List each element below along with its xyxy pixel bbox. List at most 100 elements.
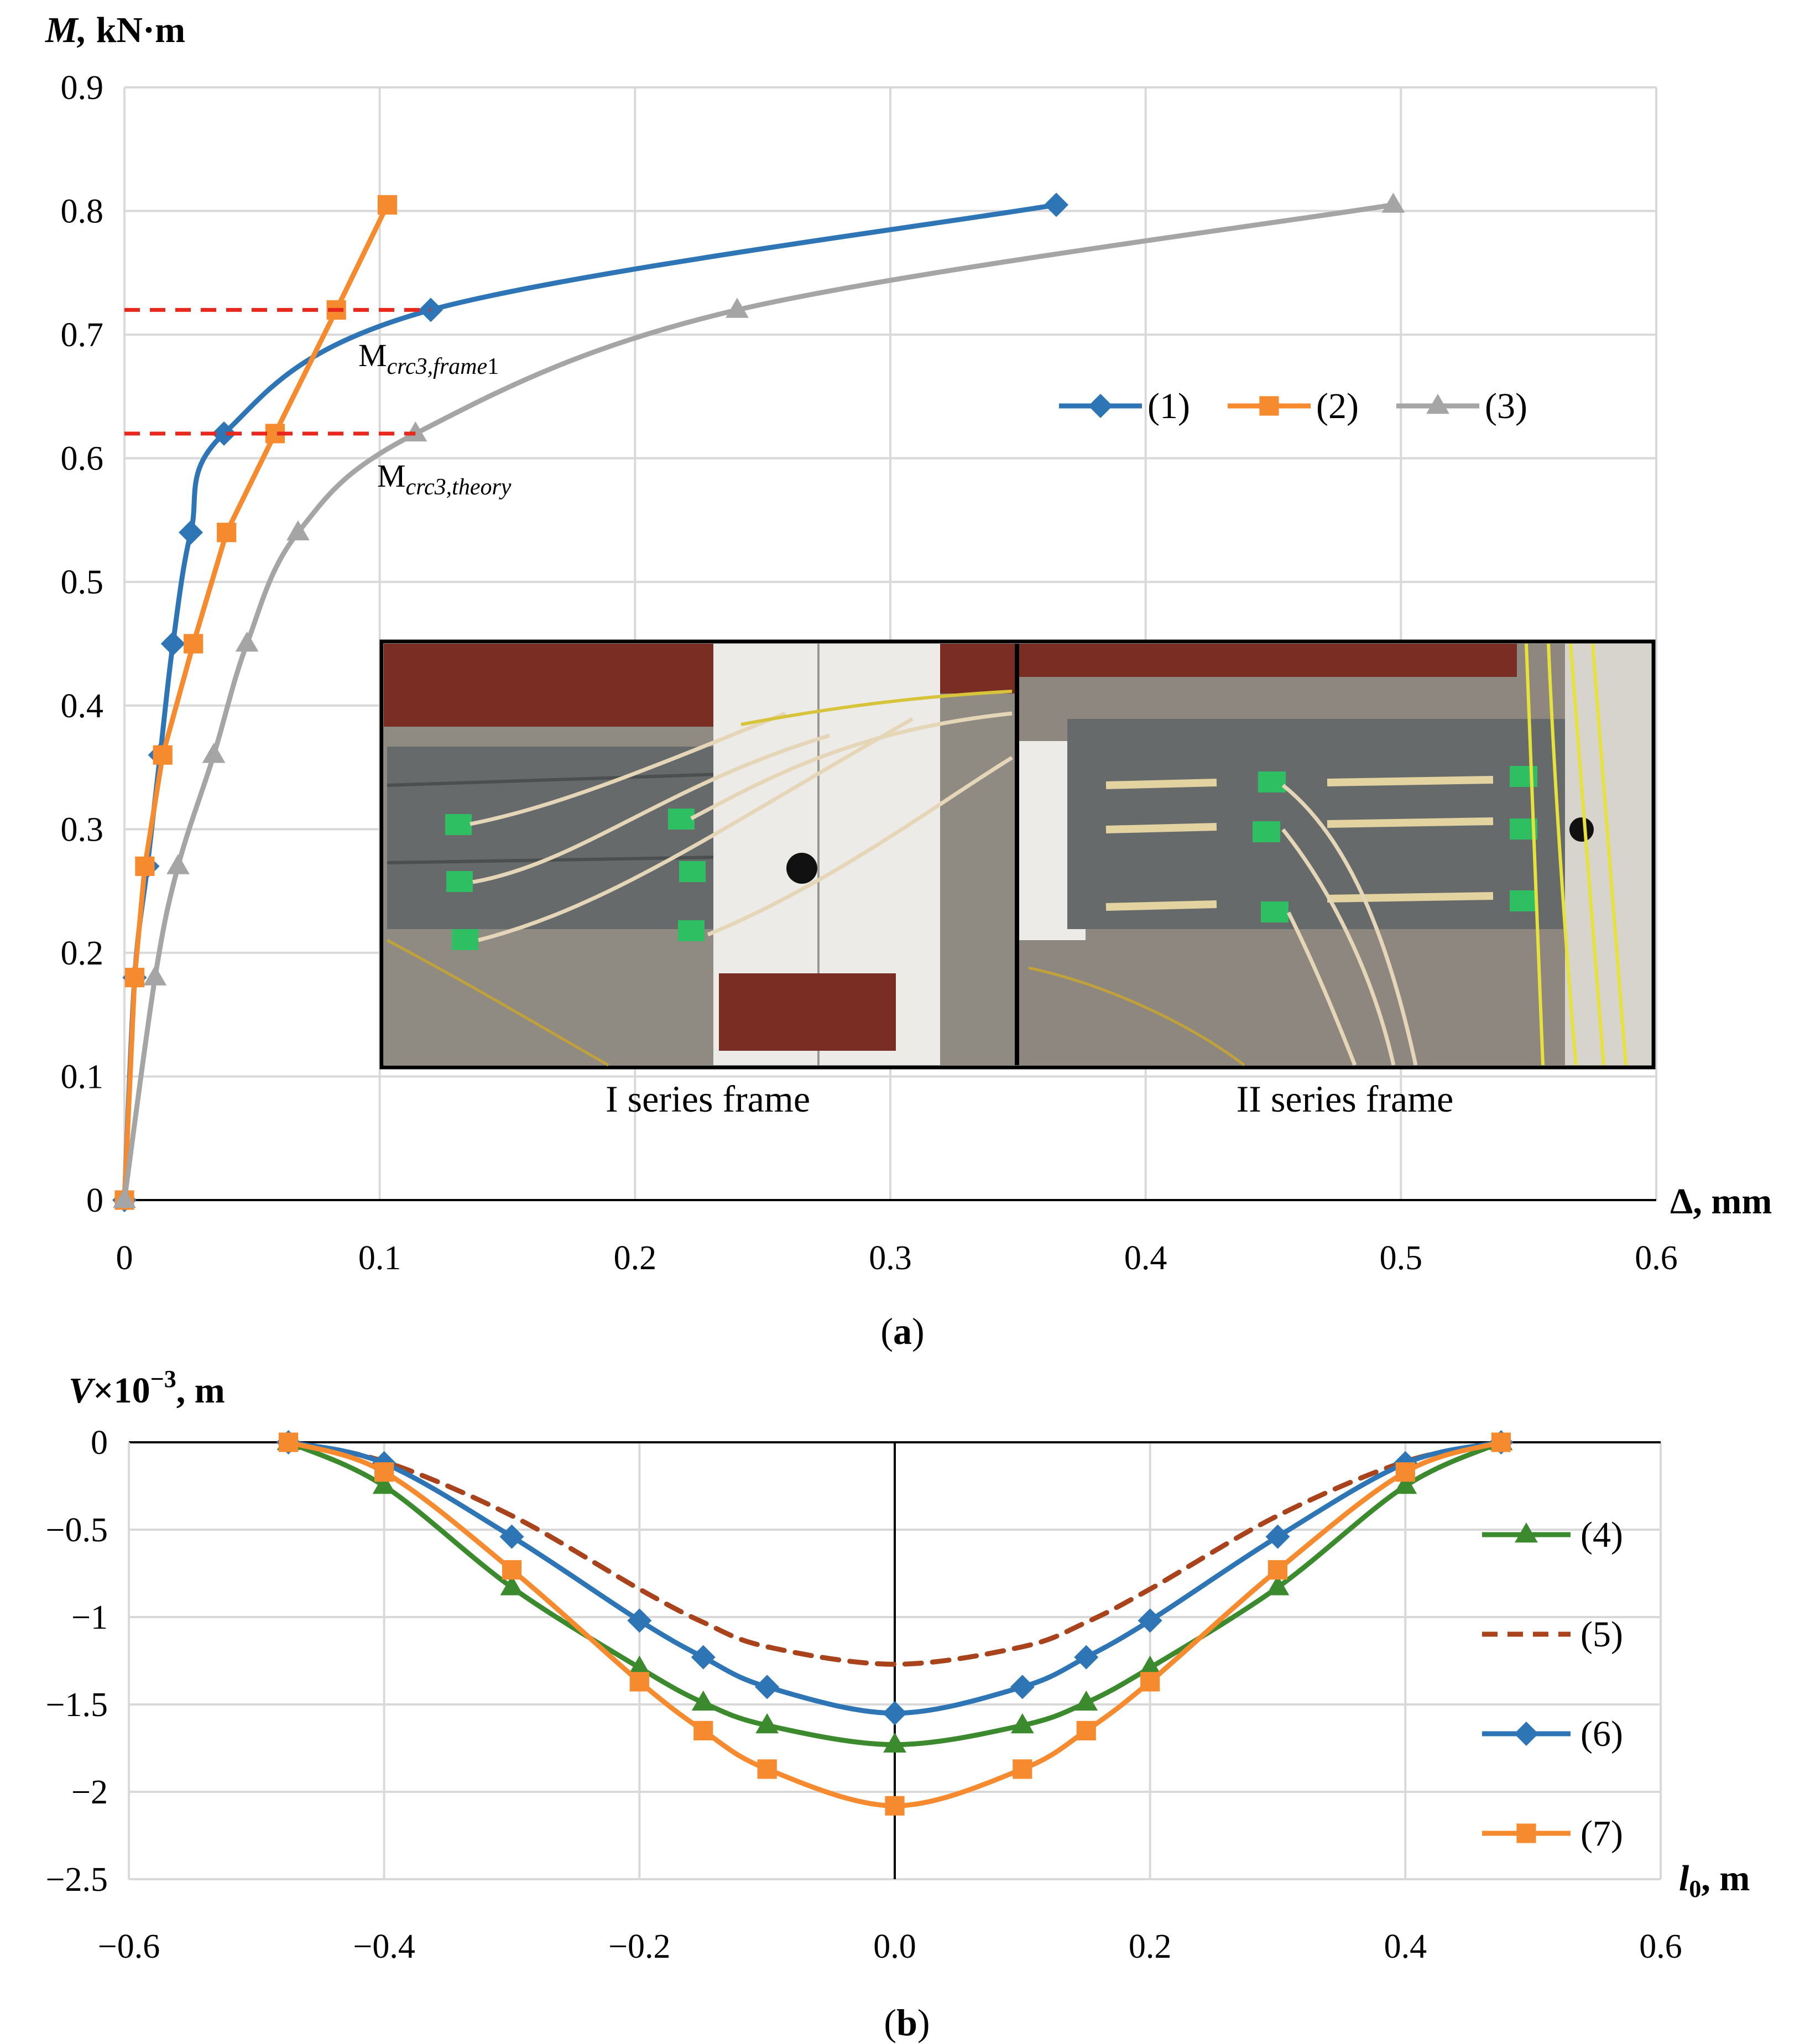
data-point <box>629 1672 649 1692</box>
data-point <box>1076 1720 1096 1740</box>
data-point <box>885 1796 905 1816</box>
x-tick-label: 0 <box>116 1239 133 1277</box>
legend-marker <box>1516 1823 1536 1843</box>
data-point <box>628 1655 651 1676</box>
x-tick-label: 0.6 <box>1635 1239 1678 1277</box>
data-point <box>1010 1675 1035 1699</box>
y-tick-label: −2.5 <box>46 1861 108 1899</box>
panel-caption-a: (a) <box>880 1310 924 1352</box>
data-point <box>1394 1474 1417 1494</box>
data-point <box>693 1720 713 1740</box>
data-point <box>1074 1645 1099 1670</box>
y-tick-label: 0.6 <box>61 440 104 478</box>
data-point <box>113 1188 136 1208</box>
axes-a <box>123 87 1656 1201</box>
data-point <box>1381 192 1405 213</box>
x-tick-label: 0.2 <box>1129 1928 1172 1965</box>
panel-caption-b: (b) <box>884 2001 930 2043</box>
data-point <box>500 1575 524 1595</box>
data-point <box>691 1645 716 1670</box>
y-tick-label: −2 <box>71 1774 108 1811</box>
data-point <box>1044 192 1069 217</box>
legend-label: (1) <box>1147 386 1190 426</box>
data-point <box>166 854 190 874</box>
x-tick-label: −0.2 <box>608 1928 670 1965</box>
data-point <box>217 523 237 543</box>
data-point <box>757 1759 777 1779</box>
y-tick-label: 0.1 <box>61 1058 104 1096</box>
data-point <box>286 520 310 541</box>
photo-caption-i: I series frame <box>606 1078 810 1120</box>
x-tick-label: 0.0 <box>873 1928 916 1965</box>
x-axis-label-a: Δ, mm <box>1670 1181 1772 1222</box>
legend-label: (7) <box>1580 1813 1623 1854</box>
data-point <box>691 1690 715 1711</box>
data-point <box>374 1462 394 1482</box>
x-axis-label-b: l0, m <box>1679 1858 1750 1902</box>
data-point <box>502 1560 522 1580</box>
data-point <box>212 421 237 446</box>
data-point <box>404 421 427 442</box>
data-point <box>377 195 398 215</box>
legend-label: (4) <box>1580 1515 1623 1555</box>
y-tick-label: −0.5 <box>46 1511 108 1549</box>
y-tick-label: 0.3 <box>61 811 104 848</box>
series-line <box>286 1440 1504 1667</box>
photo-caption-ii: II series frame <box>1237 1078 1454 1120</box>
data-point <box>124 968 145 988</box>
y-tick-label: −1.5 <box>46 1686 108 1724</box>
series-7 <box>278 1432 1511 1816</box>
legend-marker <box>1426 394 1449 414</box>
data-point <box>1266 1575 1290 1595</box>
inset-photos: I series frame II series frame <box>379 639 1656 1120</box>
y-axis-label-a: M, kN·m <box>45 10 185 50</box>
data-point <box>1013 1759 1032 1779</box>
y-tick-label: 0.2 <box>61 935 104 972</box>
data-point <box>1140 1672 1160 1692</box>
legend-b: (4) (5) (6) (7) <box>1482 1515 1623 1854</box>
reference-label-theory: Mcrc3,theory <box>377 458 512 500</box>
data-point <box>1265 1524 1290 1549</box>
x-tick-label: 0.4 <box>1124 1239 1167 1277</box>
legend-label: (5) <box>1580 1614 1623 1655</box>
data-point <box>143 965 167 985</box>
data-point <box>184 634 204 654</box>
data-point <box>202 743 226 763</box>
series-5 <box>286 1440 1504 1667</box>
data-point <box>499 1524 524 1549</box>
data-point <box>235 632 259 652</box>
y-axis-label-b: V×10−3, m <box>69 1365 225 1411</box>
x-tick-label: −0.6 <box>98 1928 160 1965</box>
data-point <box>1491 1432 1511 1452</box>
series-layer-a <box>112 192 1405 1212</box>
x-tick-label: 0.2 <box>614 1239 657 1277</box>
x-tick-label: 0.3 <box>869 1239 912 1277</box>
y-tick-label: 0.8 <box>61 193 104 231</box>
ticks-a: 0 0.1 0.2 0.3 0.4 0.5 0.6 0 0.1 0.2 0.3 0.4 0.5 0.6 0.… <box>61 69 1678 1277</box>
photo-i-series-frame <box>384 644 1015 1067</box>
data-point <box>153 745 173 765</box>
legend-marker <box>1515 1522 1538 1543</box>
y-tick-label: 0.7 <box>61 316 104 354</box>
data-point <box>726 298 749 318</box>
data-point <box>1074 1690 1098 1711</box>
x-tick-label: 0.4 <box>1384 1928 1427 1965</box>
data-point <box>372 1474 396 1494</box>
x-tick-label: 0.1 <box>358 1239 401 1277</box>
data-point <box>1138 1655 1162 1676</box>
y-tick-label: 0.4 <box>61 687 104 725</box>
data-point <box>1010 1713 1034 1734</box>
data-point <box>883 1732 906 1753</box>
legend-marker <box>1088 394 1113 418</box>
legend-label: (2) <box>1316 386 1359 426</box>
data-point <box>627 1608 652 1633</box>
data-point <box>179 520 204 545</box>
data-point <box>1267 1560 1288 1580</box>
legend-label: (3) <box>1485 386 1527 426</box>
series-3 <box>113 192 1405 1208</box>
reference-lines-a <box>124 307 431 436</box>
chart-a: 0 0.1 0.2 0.3 0.4 0.5 0.6 0 0.1 0.2 0.3 0.4 0.5 0.6 0.… <box>45 10 1772 1352</box>
y-tick-label: 0.5 <box>61 564 104 601</box>
x-tick-label: 0.5 <box>1380 1239 1423 1277</box>
ticks-b: −0.6 −0.4 −0.2 0.0 0.2 0.4 0.6 0 −0.5 −1 −1.5 −2 −2.… <box>46 1424 1682 1965</box>
